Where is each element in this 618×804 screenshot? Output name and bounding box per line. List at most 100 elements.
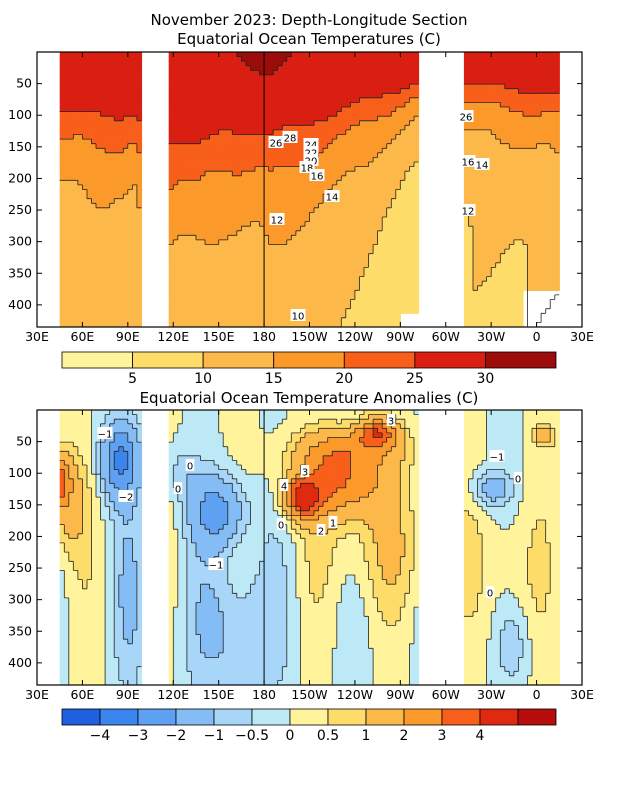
heatmap-cell <box>332 70 338 76</box>
heatmap-cell <box>68 120 74 126</box>
heatmap-cell <box>477 79 483 85</box>
heatmap-cell <box>532 226 538 232</box>
heatmap-cell <box>168 212 174 218</box>
heatmap-cell <box>105 226 111 232</box>
heatmap-cell <box>482 267 488 273</box>
heatmap-cell <box>354 171 361 177</box>
heatmap-cell <box>518 217 524 223</box>
heatmap-cell <box>191 111 197 117</box>
heatmap-cell <box>136 249 143 255</box>
heatmap-cell <box>86 93 93 99</box>
heatmap-cell <box>232 65 238 71</box>
heatmap-cell <box>364 88 370 94</box>
heatmap-cell <box>536 152 542 159</box>
heatmap-cell <box>209 180 215 186</box>
heatmap-cell <box>191 267 197 273</box>
heatmap-cell <box>177 239 183 246</box>
heatmap-cell <box>177 152 183 159</box>
heatmap-cell <box>268 198 274 204</box>
heatmap-cell <box>186 212 193 218</box>
heatmap-cell <box>291 120 297 126</box>
heatmap-cell <box>173 262 179 269</box>
heatmap-cell <box>413 249 420 255</box>
heatmap-cell <box>477 285 483 291</box>
heatmap-cell <box>359 56 365 62</box>
heatmap-cell <box>409 93 415 99</box>
heatmap-cell <box>341 262 347 269</box>
heatmap-cell <box>191 134 197 140</box>
heatmap-cell <box>350 120 356 126</box>
heatmap-cell <box>68 285 74 291</box>
heatmap-cell <box>214 166 220 172</box>
heatmap-cell <box>136 244 143 250</box>
heatmap-cell <box>255 70 261 76</box>
heatmap-cell <box>545 249 551 255</box>
heatmap-cell <box>354 207 361 214</box>
heatmap-cell <box>168 111 174 117</box>
heatmap-cell <box>236 120 242 126</box>
heatmap-cell <box>323 56 329 62</box>
heatmap-cell <box>345 52 351 58</box>
heatmap-cell <box>59 258 65 264</box>
heatmap-cell <box>186 56 193 62</box>
heatmap-cell <box>182 198 188 204</box>
heatmap-cell <box>186 157 193 163</box>
heatmap-cell <box>532 88 538 94</box>
heatmap-cell <box>100 272 106 278</box>
heatmap-cell <box>354 285 361 291</box>
heatmap-cell <box>341 212 347 218</box>
heatmap-cell <box>314 84 320 90</box>
heatmap-cell <box>291 166 297 172</box>
heatmap-cell <box>495 235 501 241</box>
heatmap-cell <box>377 171 383 177</box>
heatmap-cell <box>77 74 84 81</box>
heatmap-cell <box>300 230 306 236</box>
heatmap-cell <box>109 166 115 172</box>
heatmap-cell <box>350 267 356 273</box>
heatmap-cell <box>250 221 256 227</box>
heatmap-cell <box>554 116 560 122</box>
heatmap-cell <box>368 97 374 104</box>
heatmap-cell <box>86 184 93 191</box>
heatmap-cell <box>268 166 274 172</box>
heatmap-cell <box>109 290 115 296</box>
heatmap-cell <box>518 249 524 255</box>
heatmap-cell <box>386 189 392 195</box>
heatmap-cell <box>554 212 560 218</box>
heatmap-cell <box>541 52 547 58</box>
heatmap-cell <box>500 79 506 85</box>
heatmap-cell <box>541 175 547 181</box>
heatmap-cell <box>273 93 279 99</box>
heatmap-cell <box>205 276 211 282</box>
heatmap-cell <box>64 166 70 172</box>
heatmap-cell <box>314 207 320 214</box>
heatmap-cell <box>382 152 388 159</box>
heatmap-cell <box>255 212 261 218</box>
heatmap-cell <box>68 184 74 191</box>
heatmap-cell <box>491 61 497 67</box>
heatmap-cell <box>114 139 120 145</box>
heatmap-cell <box>255 198 261 204</box>
heatmap-cell <box>241 285 247 291</box>
heatmap-cell <box>341 285 347 291</box>
heatmap-cell <box>96 171 102 177</box>
heatmap-cell <box>200 111 206 117</box>
heatmap-cell <box>64 189 70 195</box>
heatmap-cell <box>186 97 193 104</box>
heatmap-cell <box>255 281 261 287</box>
heatmap-cell <box>277 70 283 76</box>
heatmap-cell <box>486 143 492 149</box>
heatmap-cell <box>314 116 320 122</box>
heatmap-cell <box>214 129 220 136</box>
heatmap-cell <box>209 212 215 218</box>
heatmap-cell <box>400 175 406 181</box>
heatmap-cell <box>195 74 202 81</box>
heatmap-cell <box>413 65 420 71</box>
heatmap-cell <box>77 162 84 168</box>
heatmap-cell <box>195 65 202 71</box>
heatmap-cell <box>123 74 129 81</box>
heatmap-cell <box>377 198 383 204</box>
heatmap-cell <box>255 166 261 172</box>
heatmap-cell <box>286 235 292 241</box>
heatmap-cell <box>82 107 88 113</box>
